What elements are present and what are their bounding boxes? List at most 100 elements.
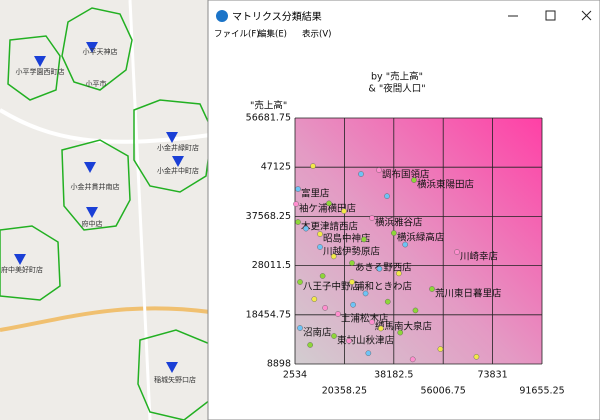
map-label: 府中美好町店 [1, 265, 43, 274]
x-tick-label: 38182.5 [374, 370, 413, 381]
close[interactable] [581, 10, 592, 21]
y-tick-label: 28011.5 [252, 260, 291, 271]
point [319, 273, 326, 279]
point [365, 350, 372, 356]
point [411, 177, 417, 183]
point [397, 329, 404, 336]
point [429, 286, 435, 292]
menu-item[interactable]: 編集(E) [258, 29, 287, 40]
point-label: 富里店 [301, 188, 330, 200]
point [369, 215, 375, 221]
point-label: 浦和ときわ店 [355, 281, 412, 293]
point [437, 346, 444, 352]
areas [0, 7, 213, 420]
point-label: 練馬南大泉店 [375, 321, 432, 333]
point-label: 横浜雅谷店 [375, 217, 423, 229]
point [409, 356, 416, 363]
point-label: 八王子中野店 [303, 281, 360, 293]
point [307, 342, 313, 348]
y-tick-label: 47125 [261, 162, 291, 173]
point-label: 土浦松木店 [341, 313, 389, 325]
point [326, 200, 332, 207]
point-label: 沼南店 [303, 327, 332, 339]
menu-item[interactable]: ファイル(F) [214, 30, 260, 40]
point-label: 木更津請西店 [301, 221, 358, 233]
map-label: 稲城矢野口店 [154, 375, 196, 384]
x-tick-label: 2534 [283, 370, 307, 381]
point [346, 338, 352, 344]
window-controls[interactable] [508, 10, 592, 21]
point [412, 307, 419, 314]
point [376, 167, 382, 173]
point [297, 279, 303, 285]
point [349, 279, 355, 285]
y-tick-label: 56681.75 [246, 113, 291, 124]
point [297, 325, 303, 331]
y-axis-label: "売上高" [250, 100, 287, 112]
map-background [0, 0, 210, 420]
point [295, 186, 301, 192]
point-label: あきる野西店 [355, 262, 412, 274]
map-label: 小平天神店 [83, 47, 118, 56]
road [0, 306, 211, 332]
map-label: 小金井緑町店 [157, 143, 199, 152]
point [369, 319, 375, 325]
x-tick-label: 20358.25 [322, 386, 367, 397]
point-label: 川崎幸店 [460, 251, 498, 263]
point [362, 290, 369, 297]
point [384, 298, 391, 305]
app-icon [216, 10, 228, 22]
point [303, 225, 309, 232]
point [341, 208, 347, 214]
window-title: マトリクス分類結果 [232, 10, 322, 23]
point-label: 荒川東日暮里店 [435, 288, 502, 300]
store-markers [14, 42, 184, 373]
point [335, 311, 341, 317]
point [378, 325, 384, 332]
point [376, 265, 383, 272]
chart-title: by "売上高" [371, 71, 423, 83]
point [454, 249, 460, 255]
map-label: 小金井中町店 [157, 166, 199, 175]
point [330, 253, 337, 260]
plot-background [295, 118, 542, 364]
point [361, 236, 367, 243]
point [295, 219, 301, 225]
menu-bar: ファイル(F)編集(E) 表示(V) [214, 29, 331, 40]
chart: by "売上高" & "夜間人口" "売上高" 8898 18454.75 2801… [246, 71, 565, 397]
point [473, 353, 480, 360]
point-label: 横浜緑高店 [397, 232, 445, 244]
y-tick-label: 18454.75 [246, 309, 291, 320]
y-tick-label: 8898 [267, 359, 291, 370]
x-tick-label: 73831 [477, 370, 507, 381]
map-label: 小金井貫井南店 [71, 182, 120, 191]
maximize[interactable] [545, 10, 556, 21]
point [310, 163, 316, 169]
x-tick-label: 56006.75 [421, 386, 466, 397]
map-label: 小平学園西町店 [16, 67, 65, 76]
point-label: 昭島中神店 [323, 233, 371, 245]
map-label: 府中店 [82, 219, 103, 228]
road [128, 0, 152, 420]
point [349, 260, 355, 266]
x-tick-label: 91655.25 [519, 386, 564, 397]
point [293, 201, 299, 207]
point [317, 231, 323, 237]
window: マトリクス分類結果 ファイル(F)編集(E) 表示(V) by "売上高" & "… [207, 0, 600, 420]
point-label: 調布国領店 [382, 169, 430, 181]
chart-subtitle: & "夜間人口" [368, 83, 425, 95]
point-label: 横浜東陽田店 [417, 179, 474, 191]
map-label: 小平市 [86, 79, 107, 88]
point [350, 301, 356, 308]
y-tick-label: 37568.25 [246, 211, 291, 222]
point [317, 244, 323, 250]
point [322, 305, 328, 311]
point [396, 270, 402, 277]
point [331, 333, 337, 339]
point [402, 241, 409, 248]
menu-item[interactable]: 表示(V) [302, 29, 331, 40]
point [311, 296, 318, 302]
point [391, 230, 397, 236]
map: 小平天神店小平学園西町店小平市小金井緑町店小金井中町店小金井貫井南店府中店府中美… [0, 0, 213, 420]
